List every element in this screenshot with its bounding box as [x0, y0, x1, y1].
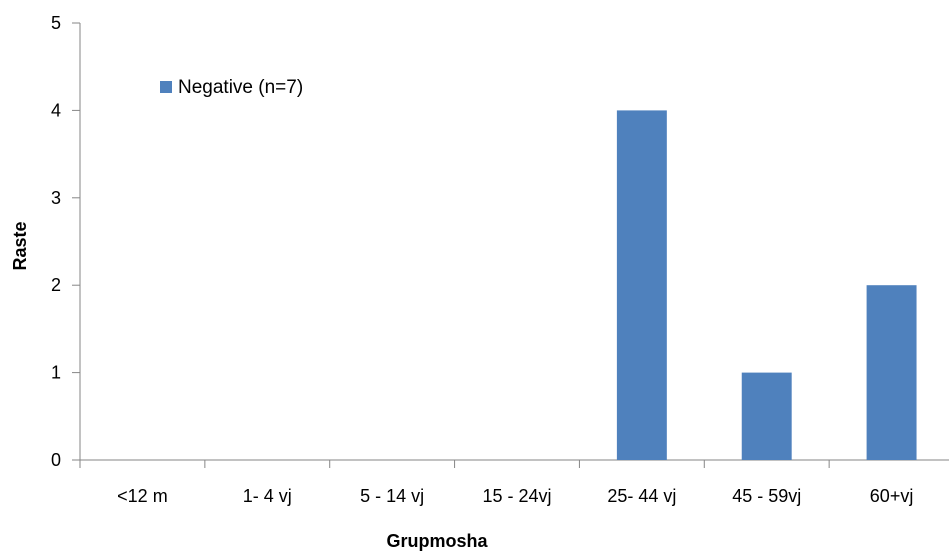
bars — [616, 110, 917, 461]
y-axis-title: Raste — [10, 221, 30, 270]
y-tick-label: 0 — [51, 450, 61, 470]
y-tick-label: 5 — [51, 13, 61, 33]
bar — [866, 285, 917, 460]
legend-label: Negative (n=7) — [178, 77, 303, 98]
x-tick-label: 60+vj — [870, 486, 914, 506]
y-tick-label: 4 — [51, 100, 61, 120]
bar — [616, 110, 667, 461]
legend: Negative (n=7) — [160, 77, 303, 98]
x-tick-label: 45 - 59vj — [732, 486, 801, 506]
x-axis-title: Grupmosha — [386, 531, 488, 551]
y-tick-label: 1 — [51, 363, 61, 383]
x-tick-label: 5 - 14 vj — [360, 486, 424, 506]
x-tick-label: 1- 4 vj — [243, 486, 292, 506]
x-tick-label: 15 - 24vj — [482, 486, 551, 506]
y-tick-label: 3 — [51, 188, 61, 208]
y-axis: 0 1 2 3 4 5 — [51, 13, 81, 470]
x-tick-label: <12 m — [117, 486, 168, 506]
x-axis: <12 m 1- 4 vj 5 - 14 vj 15 - 24vj 25- 44 vj 4… — [79, 459, 949, 506]
legend-swatch — [160, 81, 172, 93]
y-tick-label: 2 — [51, 275, 61, 295]
bar — [741, 372, 792, 460]
x-tick-label: 25- 44 vj — [607, 486, 676, 506]
